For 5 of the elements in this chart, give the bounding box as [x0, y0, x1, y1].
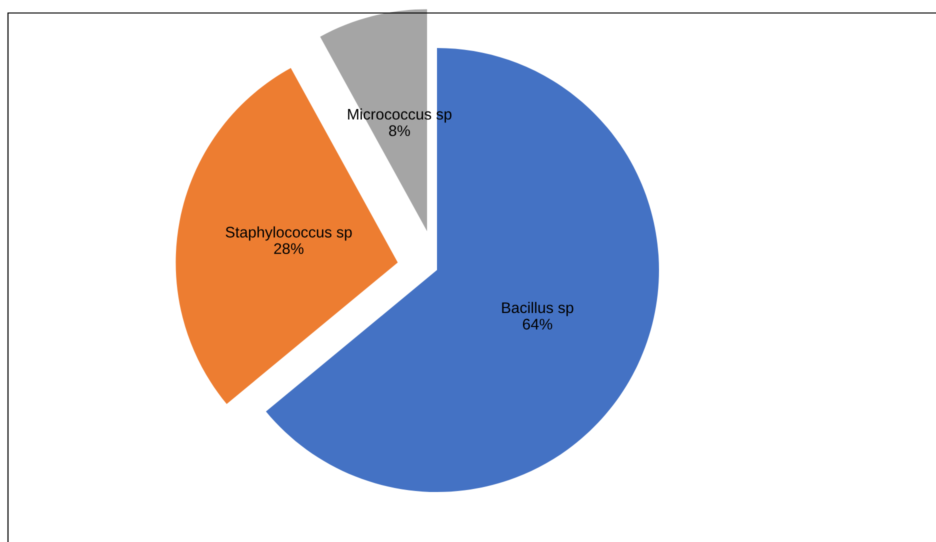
slice-label: Bacillus sp — [502, 302, 574, 316]
slice-label: Staphylococcus sp — [226, 226, 352, 241]
data-label: 8% — [389, 125, 410, 136]
data-label: 28% — [274, 243, 304, 254]
data-label: 64% — [522, 318, 552, 330]
